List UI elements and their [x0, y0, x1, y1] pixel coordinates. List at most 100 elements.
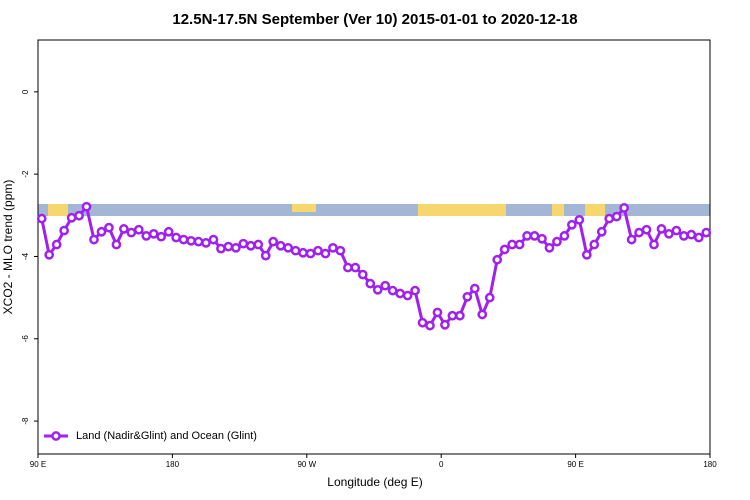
data-point [679, 231, 689, 241]
legend-label: Land (Nadir&Glint) and Ocean (Glint) [76, 430, 257, 442]
y-tick-label: -4 [21, 252, 30, 260]
data-point [469, 283, 480, 294]
data-point [290, 245, 301, 256]
data-point [320, 248, 331, 259]
data-point [268, 236, 279, 247]
data-point [313, 245, 323, 256]
data-point [335, 245, 346, 256]
data-point [156, 231, 167, 242]
data-point [417, 317, 428, 328]
data-point [365, 278, 376, 289]
legend: Land (Nadir&Glint) and Ocean (Glint) [44, 430, 257, 442]
data-point [178, 234, 189, 245]
data-point [619, 203, 629, 213]
data-point [74, 210, 84, 221]
data-point [223, 241, 234, 252]
data-point [260, 250, 271, 261]
x-axis-label: Longitude (deg E) [327, 475, 422, 489]
data-point [410, 285, 420, 296]
data-point [96, 226, 107, 237]
data-point [163, 226, 174, 237]
x-tick-label: 90 W [297, 460, 316, 469]
data-point [462, 291, 473, 302]
data-point [455, 310, 465, 321]
data-point [596, 226, 607, 237]
data-point [529, 231, 540, 241]
data-point [275, 240, 286, 251]
data-point [238, 238, 249, 249]
data-point [372, 284, 383, 295]
plot-frame [37, 39, 711, 455]
data-point [298, 247, 308, 258]
data-point [148, 228, 159, 239]
data-point [432, 307, 443, 318]
data-point [36, 213, 47, 224]
chart-title: 12.5N-17.5N September (Ver 10) 2015-01-0… [172, 11, 577, 28]
data-point [141, 231, 152, 241]
data-point [484, 292, 495, 303]
data-point [552, 236, 562, 247]
data-point [305, 248, 316, 259]
y-tick-label: -2 [21, 170, 30, 178]
data-point [380, 280, 391, 291]
data-point [626, 234, 637, 245]
data-point [686, 229, 697, 240]
y-tick-label: -6 [21, 335, 30, 343]
legend-marker [51, 431, 61, 441]
y-tick-label: 0 [21, 89, 30, 94]
data-point [89, 234, 99, 245]
data-point [522, 231, 532, 241]
data-point [81, 201, 92, 212]
data-point [701, 227, 712, 238]
x-tick-label: 180 [703, 460, 717, 469]
data-point [693, 232, 704, 243]
data-point [574, 214, 585, 225]
data-point [567, 219, 577, 230]
data-point [477, 309, 488, 320]
data-point [656, 224, 667, 234]
data-point [671, 225, 682, 236]
data-point [216, 243, 226, 254]
data-point [133, 224, 144, 235]
data-point [245, 240, 256, 251]
data-point [328, 242, 338, 253]
y-axis-label: XCO2 - MLO trend (ppm) [1, 180, 15, 315]
data-point [104, 222, 114, 233]
land-ocean-strip [38, 204, 710, 216]
x-tick-label: 0 [439, 460, 444, 469]
data-point [507, 239, 517, 250]
data-point [357, 269, 368, 280]
data-point [126, 227, 137, 238]
data-point [589, 239, 600, 250]
data-point [387, 285, 398, 296]
data-point [634, 227, 644, 238]
data-point [492, 254, 503, 265]
data-point [44, 249, 55, 260]
data-point [514, 239, 525, 250]
data-point [537, 233, 547, 244]
data-point [581, 249, 592, 260]
data-point [350, 262, 361, 273]
data-point [649, 239, 659, 250]
data-point [201, 238, 211, 248]
data-point [447, 310, 458, 321]
y-tick-label: -8 [21, 417, 30, 425]
data-point [402, 290, 413, 301]
data-point [395, 288, 405, 299]
data-point [119, 224, 129, 234]
data-point [544, 242, 555, 253]
data-point [59, 225, 69, 236]
data-point [604, 213, 615, 224]
data-point [664, 228, 674, 239]
data-point [193, 236, 204, 247]
data-point [208, 234, 219, 245]
x-tick-label: 90 E [30, 460, 46, 469]
data-point [641, 224, 652, 235]
data-point [231, 242, 241, 253]
data-point [499, 244, 510, 255]
data-point [253, 239, 264, 250]
data-point [186, 235, 196, 246]
x-tick-label: 90 E [567, 460, 583, 469]
